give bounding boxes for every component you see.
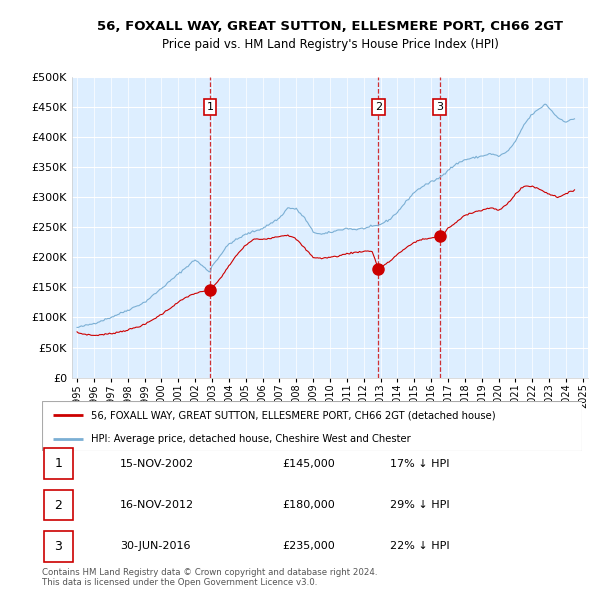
FancyBboxPatch shape	[44, 448, 73, 479]
Text: 2: 2	[55, 499, 62, 512]
Text: 56, FOXALL WAY, GREAT SUTTON, ELLESMERE PORT, CH66 2GT: 56, FOXALL WAY, GREAT SUTTON, ELLESMERE …	[97, 20, 563, 33]
Text: Contains HM Land Registry data © Crown copyright and database right 2024.
This d: Contains HM Land Registry data © Crown c…	[42, 568, 377, 587]
FancyBboxPatch shape	[42, 401, 582, 451]
Text: 17% ↓ HPI: 17% ↓ HPI	[390, 459, 449, 468]
Text: Price paid vs. HM Land Registry's House Price Index (HPI): Price paid vs. HM Land Registry's House …	[161, 38, 499, 51]
FancyBboxPatch shape	[44, 531, 73, 562]
Text: 1: 1	[206, 102, 214, 112]
Text: 29% ↓ HPI: 29% ↓ HPI	[390, 500, 449, 510]
FancyBboxPatch shape	[44, 490, 73, 520]
Text: 2: 2	[375, 102, 382, 112]
Text: 22% ↓ HPI: 22% ↓ HPI	[390, 542, 449, 551]
Text: HPI: Average price, detached house, Cheshire West and Chester: HPI: Average price, detached house, Ches…	[91, 434, 410, 444]
Text: 56, FOXALL WAY, GREAT SUTTON, ELLESMERE PORT, CH66 2GT (detached house): 56, FOXALL WAY, GREAT SUTTON, ELLESMERE …	[91, 410, 495, 420]
Text: 30-JUN-2016: 30-JUN-2016	[120, 542, 191, 551]
Text: 3: 3	[55, 540, 62, 553]
Text: 1: 1	[55, 457, 62, 470]
Text: £145,000: £145,000	[282, 459, 335, 468]
Text: 16-NOV-2012: 16-NOV-2012	[120, 500, 194, 510]
Text: 15-NOV-2002: 15-NOV-2002	[120, 459, 194, 468]
Text: 3: 3	[436, 102, 443, 112]
Text: £235,000: £235,000	[282, 542, 335, 551]
Text: £180,000: £180,000	[282, 500, 335, 510]
